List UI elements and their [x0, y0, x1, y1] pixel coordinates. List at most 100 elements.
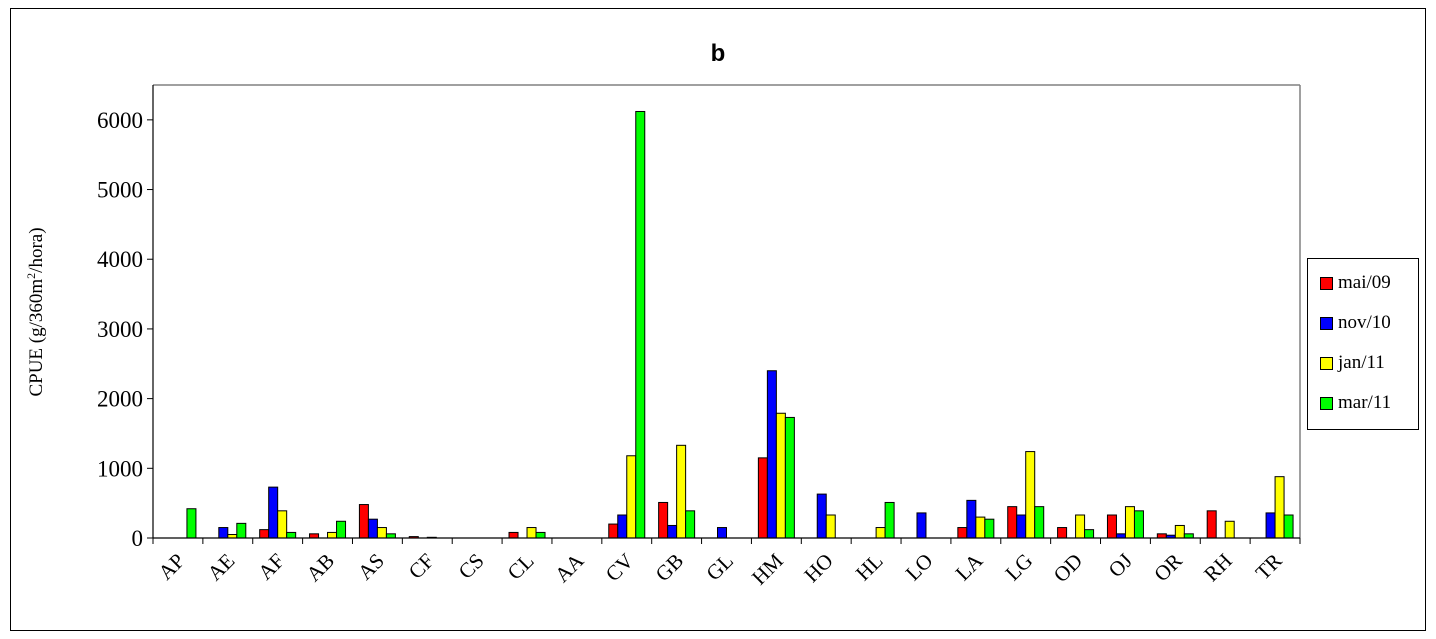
bar-LG-mar/11	[1034, 506, 1045, 539]
bar-OJ-mar/11	[1133, 510, 1144, 539]
bar-AF-jan/11	[277, 510, 288, 539]
bar-GB-mar/11	[685, 510, 696, 539]
bar-HO-jan/11	[825, 514, 836, 539]
bar-OD-jan/11	[1075, 514, 1086, 539]
y-tick-label: 4000	[97, 247, 143, 272]
x-tick-label: OD	[1049, 549, 1087, 587]
x-tick-label: LA	[951, 548, 988, 585]
bar-HM-jan/11	[775, 412, 786, 539]
x-tick-label: GB	[651, 549, 689, 587]
legend-swatch	[1320, 356, 1333, 370]
x-tick-label: HL	[851, 549, 888, 586]
bar-LA-jan/11	[975, 516, 986, 539]
x-tick-label: HM	[747, 548, 788, 589]
x-tick-label: HO	[799, 549, 837, 587]
bar-AB-mai/09	[309, 533, 320, 539]
bar-OD-mai/09	[1057, 527, 1068, 539]
bar-CL-mar/11	[535, 531, 546, 539]
bar-HM-mai/09	[757, 457, 768, 539]
legend: mai/09 nov/10 jan/11 mar/11	[1307, 258, 1419, 430]
x-tick-label: AF	[253, 549, 289, 585]
bar-RH-mai/09	[1206, 510, 1217, 539]
bar-AF-mai/09	[259, 529, 270, 539]
bar-AF-mar/11	[286, 531, 297, 539]
bar-CV-nov/10	[617, 514, 628, 539]
x-tick-label: CF	[404, 549, 439, 584]
bar-AS-nov/10	[367, 518, 378, 539]
legend-swatch	[1320, 396, 1333, 410]
chart-title: b	[710, 40, 726, 67]
bar-AP-mar/11	[186, 508, 197, 539]
bar-AS-jan/11	[376, 527, 387, 539]
legend-label: mai/09	[1338, 272, 1391, 293]
bar-CL-jan/11	[526, 527, 537, 539]
bar-GB-jan/11	[676, 444, 687, 539]
x-tick-label: TR	[1251, 549, 1287, 585]
bar-LG-nov/10	[1016, 514, 1027, 539]
bar-HM-nov/10	[766, 370, 777, 539]
bar-RH-jan/11	[1224, 520, 1235, 539]
bar-AE-mar/11	[236, 522, 247, 539]
x-tick-label: CS	[454, 549, 489, 584]
bar-LA-nov/10	[966, 499, 977, 539]
y-tick-label: 6000	[97, 108, 143, 133]
x-tick-label: CL	[503, 549, 539, 585]
bar-CV-jan/11	[626, 455, 637, 539]
x-tick-label: LG	[1000, 549, 1037, 586]
bar-HM-mar/11	[784, 416, 795, 539]
bar-TR-mar/11	[1283, 514, 1294, 539]
legend-item: mai/09	[1320, 271, 1391, 295]
y-tick-label: 3000	[97, 317, 143, 342]
bar-LO-nov/10	[916, 512, 927, 539]
legend-swatch	[1320, 276, 1333, 290]
y-tick-label: 0	[132, 526, 144, 551]
bar-OR-jan/11	[1174, 524, 1185, 539]
x-tick-label: OJ	[1104, 549, 1137, 582]
bar-CV-mar/11	[635, 110, 646, 539]
bar-AF-nov/10	[268, 486, 279, 539]
x-tick-label: AS	[353, 549, 389, 585]
bar-OJ-mai/09	[1106, 514, 1117, 539]
bar-AB-mar/11	[336, 520, 347, 539]
bar-GB-mai/09	[658, 501, 669, 539]
bar-OD-mar/11	[1084, 529, 1095, 539]
bar-HL-jan/11	[875, 527, 886, 539]
bar-LG-mai/09	[1007, 506, 1018, 539]
bar-AS-mar/11	[385, 533, 396, 539]
y-tick-label: 2000	[97, 387, 143, 412]
legend-label: jan/11	[1338, 352, 1385, 373]
legend-item: mar/11	[1320, 391, 1391, 415]
bar-LA-mai/09	[957, 527, 968, 539]
x-tick-label: LO	[901, 549, 938, 586]
bar-AB-jan/11	[327, 531, 338, 539]
x-tick-label: AP	[154, 549, 190, 585]
bar-GB-nov/10	[667, 524, 678, 539]
y-tick-label: 5000	[97, 178, 143, 203]
x-tick-label: AB	[301, 549, 339, 587]
bar-CL-mai/09	[508, 531, 519, 539]
bar-AS-mai/09	[358, 504, 369, 539]
y-tick-label: 1000	[97, 456, 143, 481]
bar-HO-nov/10	[816, 493, 827, 539]
legend-item: jan/11	[1320, 351, 1385, 375]
x-tick-label: RH	[1199, 549, 1237, 587]
bar-AE-nov/10	[218, 527, 229, 539]
bar-LG-jan/11	[1025, 451, 1036, 539]
x-tick-label: AA	[550, 548, 589, 587]
bar-GL-nov/10	[717, 527, 727, 539]
legend-label: mar/11	[1338, 392, 1392, 413]
legend-item: nov/10	[1320, 311, 1391, 335]
bar-CV-mai/09	[608, 523, 619, 539]
bar-LA-mar/11	[984, 518, 995, 539]
bar-TR-jan/11	[1274, 476, 1285, 539]
bar-OR-mar/11	[1183, 533, 1194, 539]
legend-swatch	[1320, 316, 1333, 330]
bar-OJ-nov/10	[1115, 533, 1126, 539]
x-tick-label: AE	[203, 549, 240, 586]
x-tick-label: OR	[1149, 549, 1187, 587]
x-tick-label: CV	[601, 549, 639, 587]
bar-OR-mai/09	[1156, 533, 1167, 539]
bar-TR-nov/10	[1265, 512, 1276, 539]
bar-OJ-jan/11	[1124, 506, 1135, 539]
